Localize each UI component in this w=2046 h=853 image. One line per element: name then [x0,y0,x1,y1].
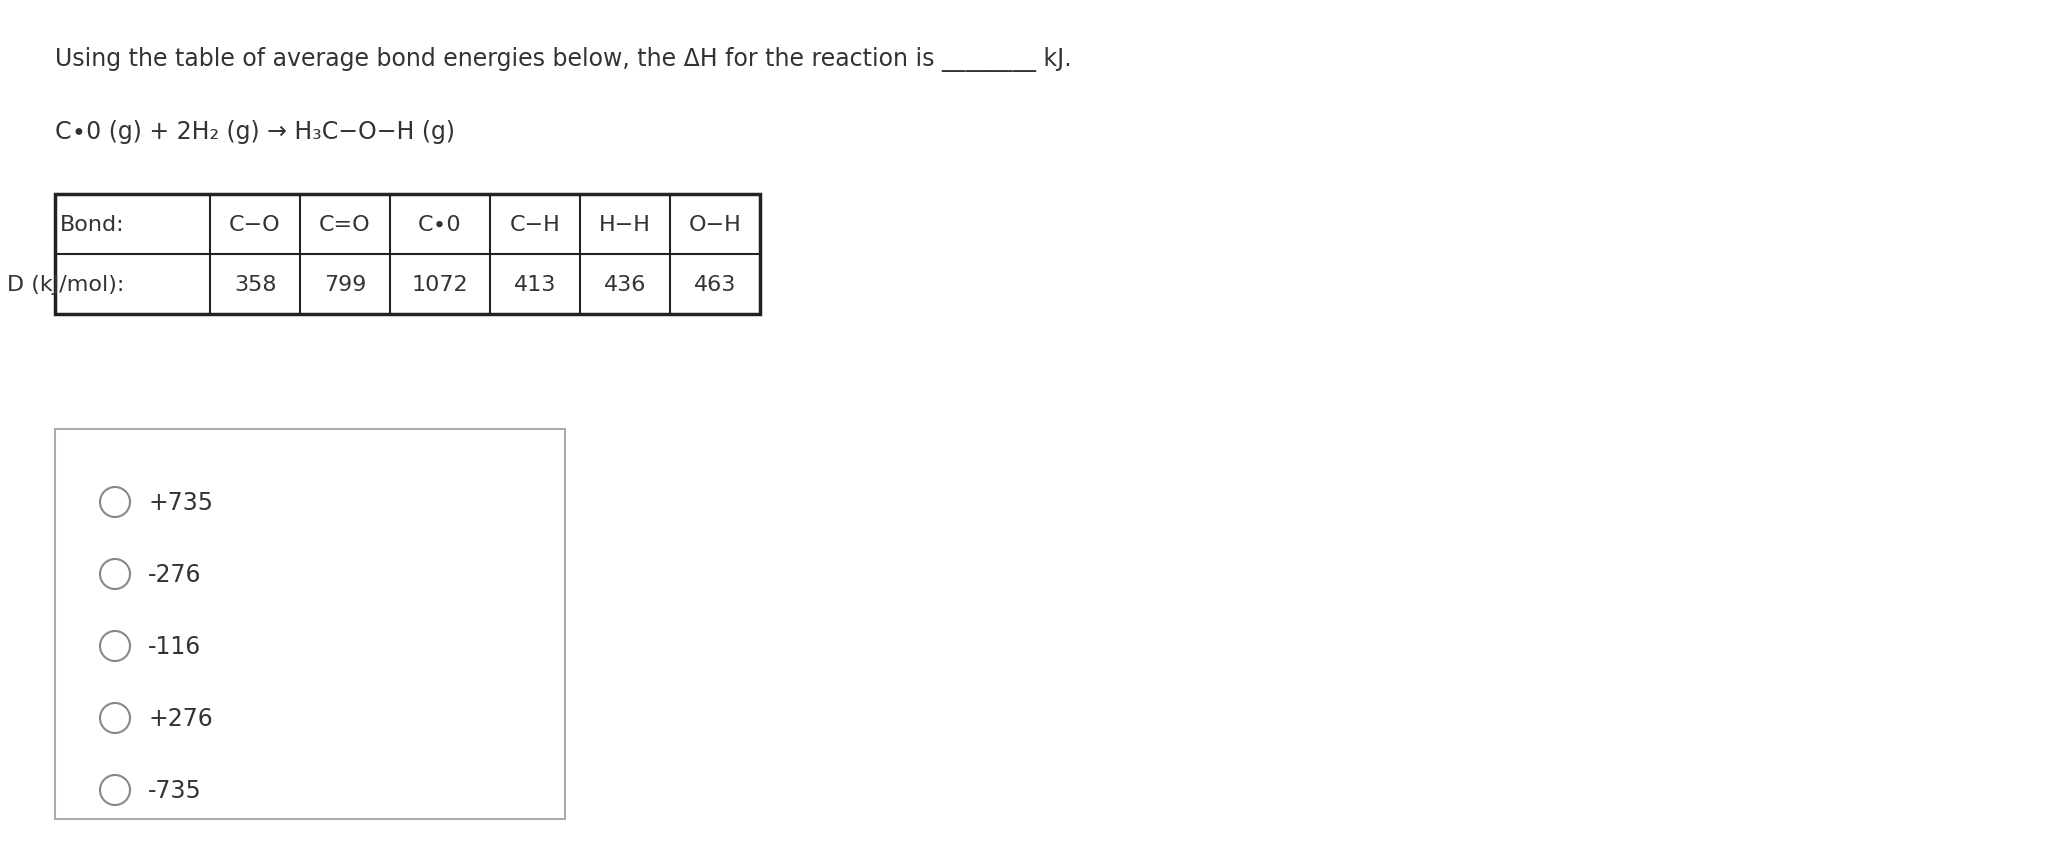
Circle shape [100,487,131,518]
Text: C−O: C−O [229,215,280,235]
Text: 463: 463 [694,275,737,294]
Circle shape [100,775,131,805]
Text: -116: -116 [147,635,201,659]
Text: O−H: O−H [690,215,741,235]
Text: Bond:: Bond: [59,215,125,235]
Text: D (kJ/mol):: D (kJ/mol): [6,275,125,294]
Circle shape [100,631,131,661]
Circle shape [100,703,131,733]
Text: +276: +276 [147,706,213,730]
Text: 358: 358 [233,275,276,294]
Text: 799: 799 [323,275,366,294]
Text: 436: 436 [604,275,647,294]
Text: 413: 413 [514,275,557,294]
Text: C−H: C−H [509,215,561,235]
Bar [55,194,759,315]
Text: C=O: C=O [319,215,370,235]
Text: C∙0 (g) + 2H₂ (g) → H₃C−O−H (g): C∙0 (g) + 2H₂ (g) → H₃C−O−H (g) [55,120,454,144]
Text: +735: +735 [147,490,213,514]
Text: 1072: 1072 [411,275,469,294]
Text: Using the table of average bond energies below, the ΔH for the reaction is _____: Using the table of average bond energies… [55,47,1072,72]
Text: -276: -276 [147,562,201,586]
Circle shape [100,560,131,589]
Text: -735: -735 [147,778,203,802]
Text: C∙0: C∙0 [417,215,462,235]
FancyBboxPatch shape [55,430,565,819]
Text: H−H: H−H [599,215,651,235]
